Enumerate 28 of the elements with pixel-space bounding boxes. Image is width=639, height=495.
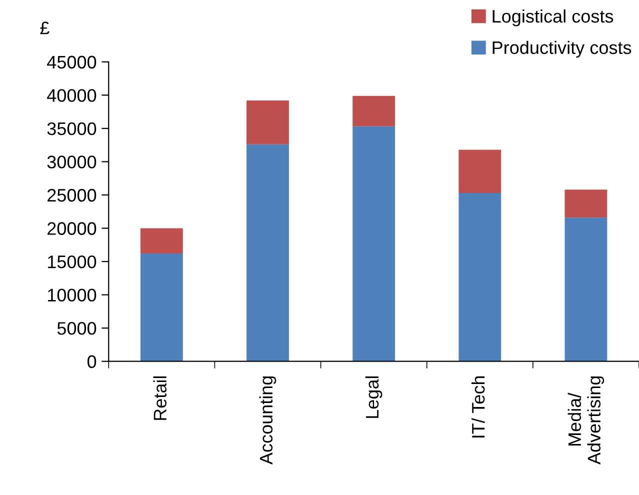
y-tick-label: 20000 [48, 222, 96, 235]
bar [246, 144, 289, 362]
y-axis-title: £ [40, 22, 50, 34]
bar [564, 190, 608, 218]
x-tick-label: IT/ Tech [471, 376, 485, 438]
y-tick-label: 40000 [47, 89, 96, 102]
bar [246, 100, 289, 144]
y-tick-label: 25000 [48, 188, 96, 202]
x-tick-label: Media/ Advertising [568, 376, 604, 465]
y-tick-label: 30000 [47, 156, 96, 168]
bar [140, 228, 183, 254]
x-tick-label: Legal [365, 376, 382, 418]
y-tick-label: 5000 [57, 322, 96, 335]
y-tick-label: 45000 [47, 56, 96, 69]
y-tick-label: 10000 [48, 288, 96, 302]
bar [458, 150, 502, 193]
bar [352, 96, 396, 126]
bar [140, 254, 183, 362]
bar [564, 218, 608, 362]
bar [352, 126, 396, 362]
x-tick-label: Retail [153, 376, 167, 420]
y-tick-label: 0 [87, 355, 96, 368]
y-tick-label: 35000 [47, 122, 96, 136]
x-tick-label: Accounting [259, 376, 276, 465]
legend-label: Productivity costs [492, 40, 632, 58]
bar [458, 192, 502, 362]
y-tick-label: 15000 [48, 255, 96, 268]
legend-label: Logistical costs [492, 9, 614, 26]
